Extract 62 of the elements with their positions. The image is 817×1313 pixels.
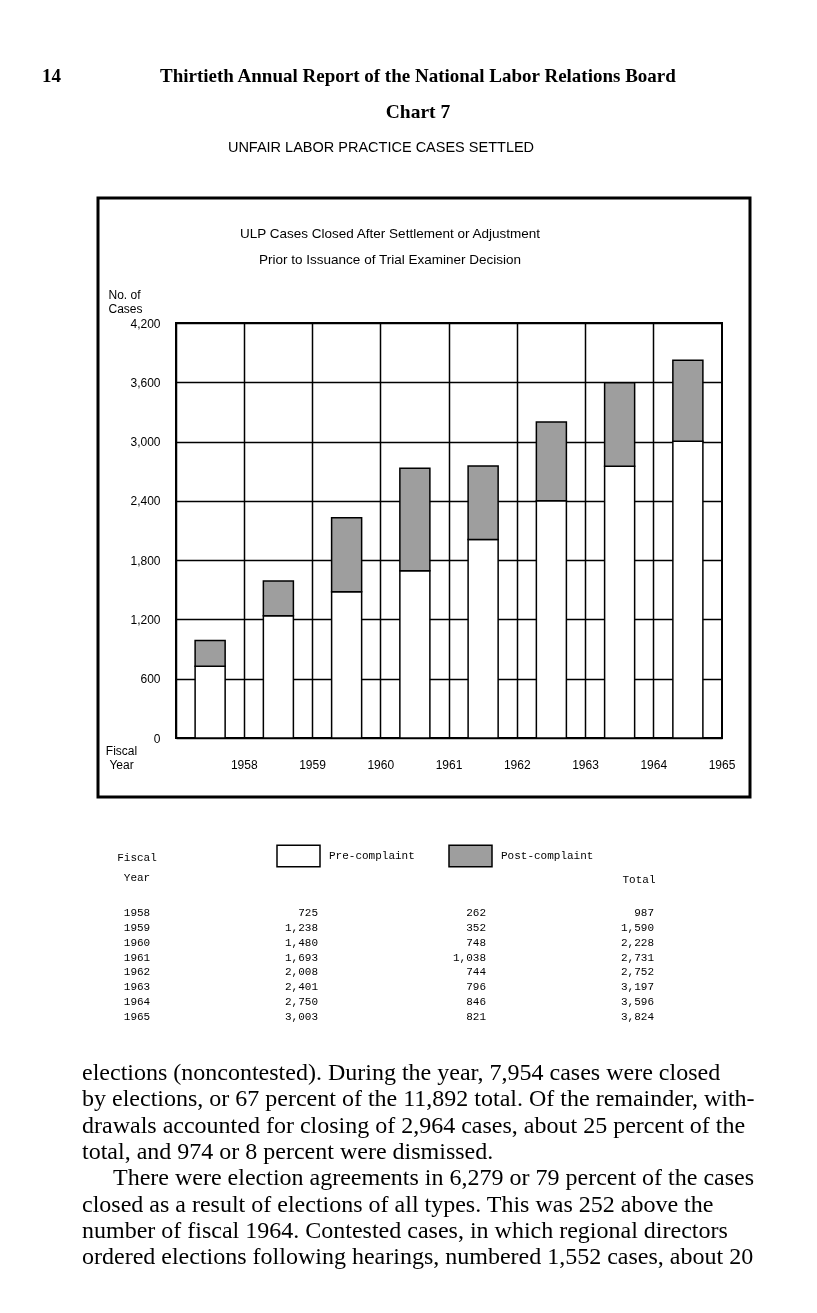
text: Fiscal Year xyxy=(117,852,157,884)
text: 2,750 xyxy=(284,996,318,1009)
text: 1,480 xyxy=(284,936,318,949)
text: 748 xyxy=(466,936,486,949)
text: There were election agreements in 6,279 or 79 percent of the cases closed as a result of elections of all types. This was 252 above the number of fiscal 1964. Contested cases, in which regional directors ordered elections following hearings, numbered 1,552 cases, about 20 xyxy=(82,1164,755,1270)
text: 821 xyxy=(466,1010,487,1023)
category-label: 1964 xyxy=(123,996,151,1009)
text: 744 xyxy=(466,966,487,979)
x-tick-label: 1964 xyxy=(640,757,668,772)
category-label: 1962 xyxy=(123,966,151,979)
legend-label: Post-complaint xyxy=(501,849,594,862)
text: 14 xyxy=(42,65,62,86)
text: 352 xyxy=(466,921,486,934)
x-tick-label: 1965 xyxy=(708,757,736,772)
text: 1,590 xyxy=(620,921,654,934)
text: 725 xyxy=(298,907,318,919)
text: 1,238 xyxy=(284,921,318,934)
x-tick-label: 1961 xyxy=(435,757,463,772)
text: Prior to Issuance of Trial Examiner Decision xyxy=(259,252,521,267)
text: ULP Cases Closed After Settlement or Adjustment xyxy=(240,226,541,241)
category-label: 1959 xyxy=(123,921,151,934)
text: 1,693 xyxy=(284,951,318,964)
text: 2,401 xyxy=(284,981,319,994)
x-tick-label: 1958 xyxy=(230,757,258,772)
y-tick-label: 2,400 xyxy=(130,494,161,509)
category-label: 1961 xyxy=(123,951,151,964)
y-axis-title: No. of Cases xyxy=(108,287,143,316)
text: elections (noncontested). During the year, 7,954 cases were closed by elections, or 67 percent of the 11,892 total. Of the remainder, with- drawals accounted for closing of 2,964 cases, about 25 percent of the total, and 974 or 8 percent were dismissed. xyxy=(82,1059,755,1164)
category-label: 1960 xyxy=(123,936,151,949)
category-label: 1965 xyxy=(123,1010,151,1023)
legend-label: Pre-complaint xyxy=(329,849,415,862)
text: 796 xyxy=(466,981,486,994)
text: 3,197 xyxy=(620,981,654,994)
text: 846 xyxy=(466,996,486,1009)
text: 2,731 xyxy=(620,951,655,964)
y-tick-label: 3,000 xyxy=(130,435,161,450)
text: 1,038 xyxy=(452,951,486,964)
category-label: 1963 xyxy=(123,981,151,994)
x-tick-label: 1962 xyxy=(503,757,531,772)
x-tick-label: 1960 xyxy=(367,757,395,772)
y-tick-label: 1,200 xyxy=(130,612,161,627)
text: 2,752 xyxy=(620,966,654,979)
text: Thirtieth Annual Report of the National Labor Relations Board xyxy=(160,65,677,86)
text: 3,596 xyxy=(620,996,654,1009)
x-tick-label: 1959 xyxy=(299,757,327,772)
x-tick-label: 1963 xyxy=(572,757,600,772)
y-tick-label: 3,600 xyxy=(130,375,161,390)
text: 3,003 xyxy=(284,1010,318,1023)
category-label: 1958 xyxy=(123,907,151,919)
chart-title: Chart 7 xyxy=(385,101,451,122)
text: Total xyxy=(622,874,656,886)
text: 987 xyxy=(634,907,654,919)
x-axis-title: Fiscal Year xyxy=(105,743,138,772)
text: 2,008 xyxy=(284,966,318,979)
chart-subtitle: UNFAIR LABOR PRACTICE CASES SETTLED xyxy=(227,139,535,155)
y-tick-label: 600 xyxy=(140,672,161,687)
y-tick-label: 1,800 xyxy=(130,553,161,568)
text: 262 xyxy=(466,907,486,919)
y-tick-label: 4,200 xyxy=(130,316,161,331)
text: 2,228 xyxy=(620,936,654,949)
text: 3,824 xyxy=(620,1010,655,1023)
y-tick-label: 0 xyxy=(153,731,161,746)
